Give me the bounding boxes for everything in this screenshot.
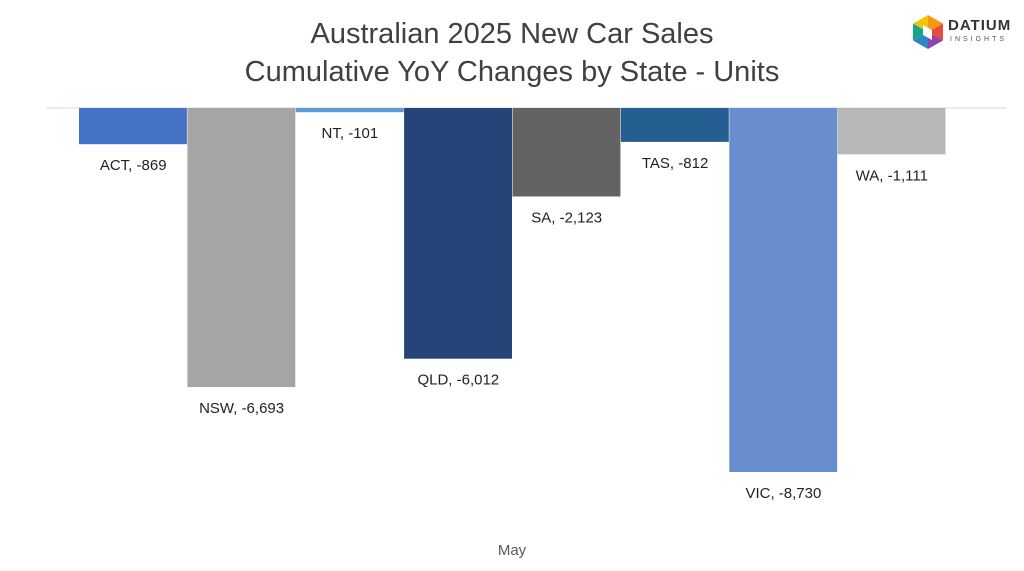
data-label-wa: WA, -1,111 bbox=[856, 167, 928, 184]
bar-sa bbox=[512, 108, 621, 197]
datium-logo-icon bbox=[913, 15, 943, 49]
logo-wordmark: DATIUM bbox=[948, 17, 1012, 34]
bar-tas bbox=[620, 108, 729, 142]
datium-logo: DATIUM INSIGHTS bbox=[912, 14, 1020, 54]
data-label-act: ACT, -869 bbox=[100, 157, 167, 174]
bar-wa bbox=[837, 108, 946, 155]
data-label-nt: NT, -101 bbox=[322, 125, 379, 142]
chart-title: Australian 2025 New Car Sales bbox=[310, 18, 714, 50]
bar-qld bbox=[404, 108, 512, 359]
data-label-tas: TAS, -812 bbox=[642, 155, 708, 172]
data-label-qld: QLD, -6,012 bbox=[417, 372, 499, 389]
bar-nt bbox=[295, 108, 404, 113]
data-label-nsw: NSW, -6,693 bbox=[199, 400, 284, 417]
x-tick-label: May bbox=[498, 542, 527, 559]
bar-vic bbox=[729, 108, 838, 472]
logo-subtext: INSIGHTS bbox=[950, 36, 1008, 43]
data-label-sa: SA, -2,123 bbox=[531, 210, 602, 227]
data-label-vic: VIC, -8,730 bbox=[745, 485, 821, 502]
bar-act bbox=[79, 108, 187, 145]
chart-subtitle: Cumulative YoY Changes by State - Units bbox=[244, 56, 780, 88]
bar-nsw bbox=[187, 108, 296, 388]
